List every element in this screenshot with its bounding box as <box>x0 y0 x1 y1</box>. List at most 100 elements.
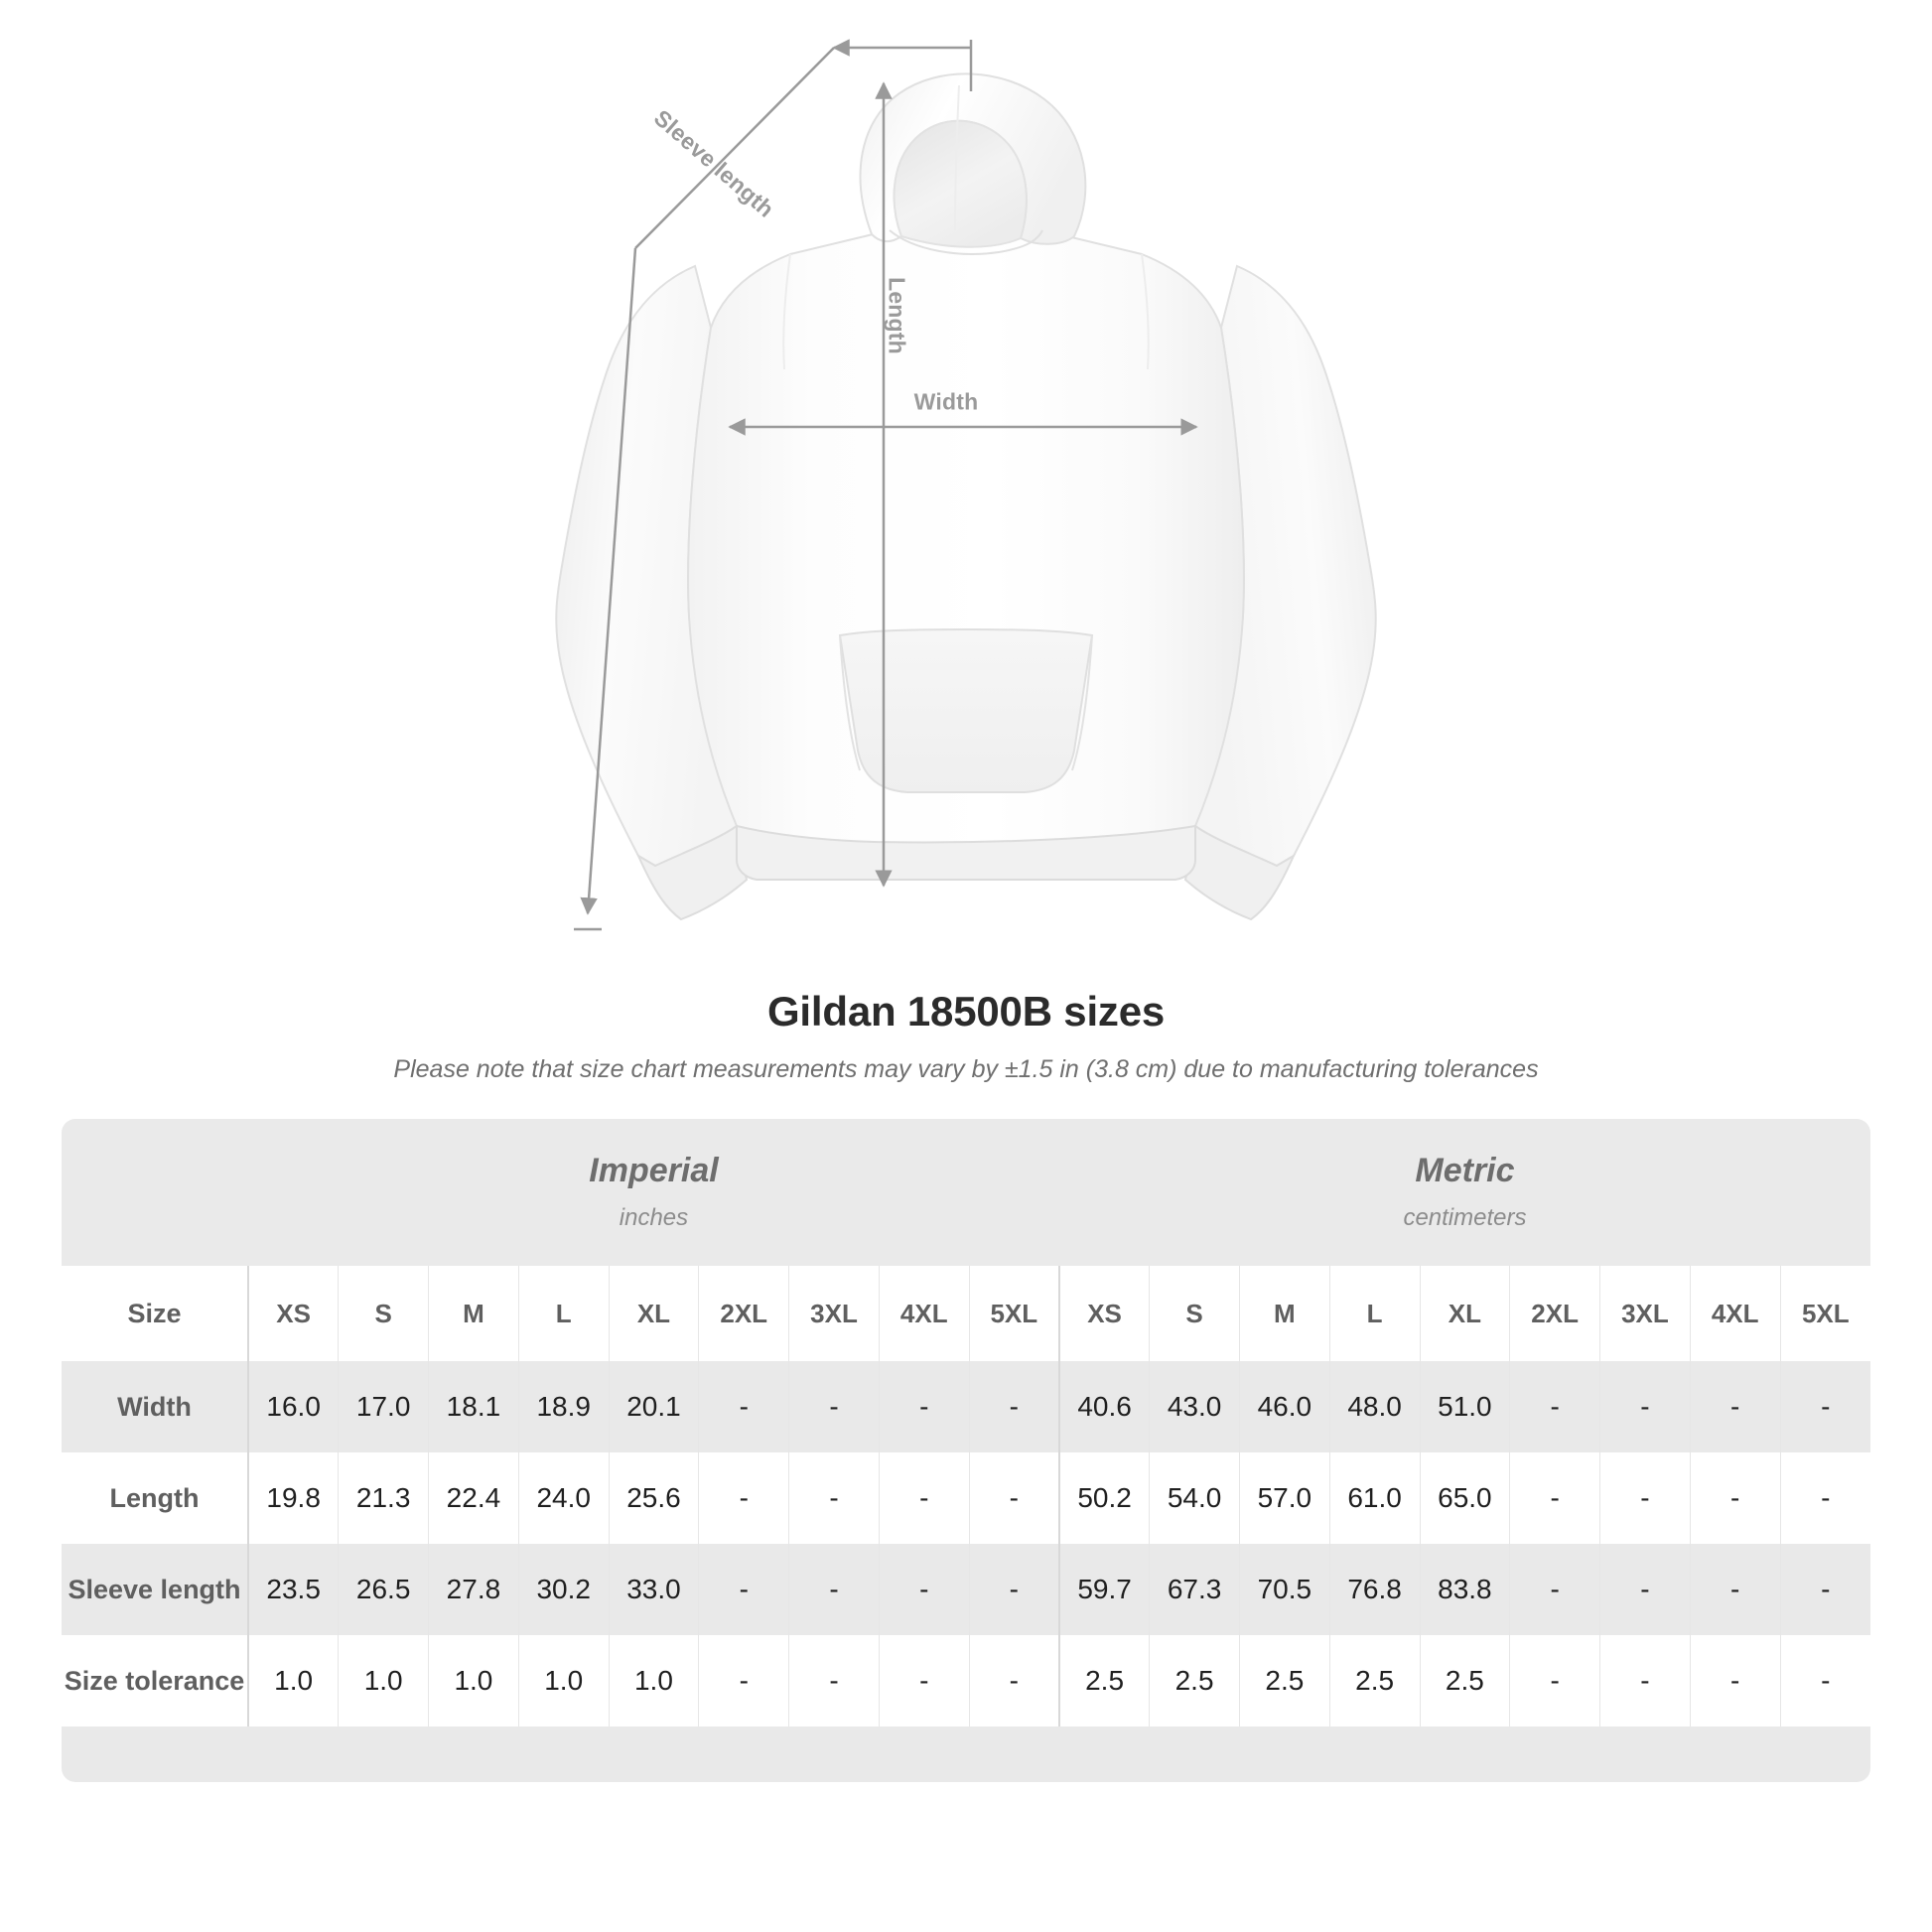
unit-banner-row: Imperial inches Metric centimeters <box>62 1119 1870 1266</box>
cell-metric-m: 46.0 <box>1238 1361 1330 1452</box>
cell-metric-4xl: - <box>1689 1635 1781 1726</box>
size-header-imperial-s: S <box>338 1266 429 1361</box>
cell-metric-xl: 65.0 <box>1419 1452 1510 1544</box>
page-subtitle: Please note that size chart measurements… <box>393 1055 1539 1083</box>
garment-diagram: Width Length Sleeve length <box>555 39 1377 931</box>
cell-metric-s: 67.3 <box>1149 1544 1240 1635</box>
cell-imperial-2xl: - <box>698 1544 789 1635</box>
row-label-length: Length <box>62 1452 249 1544</box>
size-header-imperial-3xl: 3XL <box>788 1266 880 1361</box>
cell-imperial-5xl: - <box>968 1361 1059 1452</box>
cell-imperial-4xl: - <box>878 1635 970 1726</box>
cell-metric-5xl: - <box>1779 1635 1870 1726</box>
size-header-imperial-5xl: 5XL <box>968 1266 1059 1361</box>
row-label-sleeve-length: Sleeve length <box>62 1544 249 1635</box>
cell-imperial-3xl: - <box>788 1635 880 1726</box>
size-header-metric-5xl: 5XL <box>1779 1266 1870 1361</box>
width-dimension-label: Width <box>913 388 979 415</box>
footer-cell <box>1329 1726 1420 1782</box>
cell-imperial-xl: 20.1 <box>608 1361 699 1452</box>
footer-cell <box>698 1726 789 1782</box>
table-row: Width 16.0 17.0 18.1 18.9 20.1- - - -40.6 43.0 46.… <box>62 1361 1870 1452</box>
cell-metric-3xl: - <box>1599 1361 1691 1452</box>
cell-metric-l: 76.8 <box>1328 1544 1420 1635</box>
cell-imperial-s: 1.0 <box>338 1635 429 1726</box>
table-row: Sleeve length 23.5 26.5 27.8 30.2 33.0- - - -59.… <box>62 1544 1870 1635</box>
footer-cell <box>1149 1726 1240 1782</box>
cell-imperial-l: 30.2 <box>517 1544 610 1635</box>
cell-metric-l: 48.0 <box>1328 1361 1420 1452</box>
page-title: Gildan 18500B sizes <box>766 988 1166 1035</box>
cell-imperial-xl: 25.6 <box>608 1452 699 1544</box>
cell-imperial-s: 21.3 <box>338 1452 429 1544</box>
cell-metric-4xl: - <box>1689 1361 1781 1452</box>
size-header-row: Size XS S M L XL 2XL 3XL 4XL 5XL XS S M L XL 2XL 3XL 4XL 5… <box>62 1266 1870 1361</box>
row-label-size-tolerance: Size tolerance <box>62 1635 249 1726</box>
cell-imperial-4xl: - <box>878 1544 970 1635</box>
size-header-imperial-xl: XL <box>608 1266 699 1361</box>
length-dimension-label: Length <box>884 277 910 354</box>
footer-cell <box>518 1726 610 1782</box>
size-header-metric-m: M <box>1238 1266 1330 1361</box>
cell-metric-xs: 2.5 <box>1057 1635 1150 1726</box>
size-header-metric-4xl: 4XL <box>1689 1266 1781 1361</box>
cell-imperial-3xl: - <box>788 1361 880 1452</box>
cell-metric-xl: 2.5 <box>1419 1635 1510 1726</box>
cell-metric-m: 70.5 <box>1238 1544 1330 1635</box>
footer-cell <box>1690 1726 1781 1782</box>
cell-imperial-m: 1.0 <box>428 1635 519 1726</box>
cell-metric-2xl: - <box>1509 1544 1600 1635</box>
size-header-imperial-4xl: 4XL <box>878 1266 970 1361</box>
size-header-imperial-l: L <box>517 1266 610 1361</box>
cell-imperial-4xl: - <box>878 1361 970 1452</box>
table-footer-band <box>62 1726 1870 1782</box>
size-header-metric-l: L <box>1328 1266 1420 1361</box>
size-table: Imperial inches Metric centimeters Size XS S M L… <box>62 1119 1870 1782</box>
size-header-metric-3xl: 3XL <box>1599 1266 1691 1361</box>
size-header-metric-xl: XL <box>1419 1266 1510 1361</box>
cell-imperial-xs: 23.5 <box>247 1544 339 1635</box>
cell-metric-xs: 40.6 <box>1057 1361 1150 1452</box>
cell-imperial-2xl: - <box>698 1635 789 1726</box>
size-header-metric-s: S <box>1149 1266 1240 1361</box>
cell-imperial-l: 18.9 <box>517 1361 610 1452</box>
hoodie-illustration <box>555 39 1377 931</box>
cell-metric-4xl: - <box>1689 1452 1781 1544</box>
unit-name: Metric <box>1415 1152 1515 1190</box>
cell-imperial-l: 1.0 <box>517 1635 610 1726</box>
footer-cell <box>1509 1726 1600 1782</box>
cell-imperial-m: 22.4 <box>428 1452 519 1544</box>
cell-imperial-3xl: - <box>788 1544 880 1635</box>
cell-imperial-2xl: - <box>698 1361 789 1452</box>
unit-banner-spacer <box>62 1119 249 1266</box>
cell-imperial-2xl: - <box>698 1452 789 1544</box>
cell-imperial-xs: 16.0 <box>247 1361 339 1452</box>
cell-imperial-5xl: - <box>968 1635 1059 1726</box>
unit-name: Imperial <box>589 1152 719 1190</box>
footer-cell <box>788 1726 880 1782</box>
cell-metric-4xl: - <box>1689 1544 1781 1635</box>
cell-metric-xl: 83.8 <box>1419 1544 1510 1635</box>
cell-metric-l: 61.0 <box>1328 1452 1420 1544</box>
cell-metric-2xl: - <box>1509 1452 1600 1544</box>
cell-imperial-s: 17.0 <box>338 1361 429 1452</box>
table-row: Size tolerance 1.0 1.0 1.0 1.0 1.0- - - -2.5 2.5 2… <box>62 1635 1870 1726</box>
footer-cell <box>1058 1726 1150 1782</box>
cell-metric-s: 54.0 <box>1149 1452 1240 1544</box>
unit-subtitle: centimeters <box>1403 1203 1527 1231</box>
row-label-width: Width <box>62 1361 249 1452</box>
cell-metric-5xl: - <box>1779 1361 1870 1452</box>
footer-cell <box>248 1726 339 1782</box>
title-block: Gildan 18500B sizes Please note that siz… <box>0 988 1932 1084</box>
size-header-metric-2xl: 2XL <box>1509 1266 1600 1361</box>
footer-cell <box>338 1726 429 1782</box>
cell-imperial-xs: 1.0 <box>247 1635 339 1726</box>
cell-metric-5xl: - <box>1779 1452 1870 1544</box>
cell-imperial-m: 27.8 <box>428 1544 519 1635</box>
footer-cell <box>969 1726 1059 1782</box>
cell-imperial-xs: 19.8 <box>247 1452 339 1544</box>
footer-cell <box>1780 1726 1870 1782</box>
footer-cell <box>62 1726 249 1782</box>
cell-metric-2xl: - <box>1509 1635 1600 1726</box>
cell-imperial-m: 18.1 <box>428 1361 519 1452</box>
